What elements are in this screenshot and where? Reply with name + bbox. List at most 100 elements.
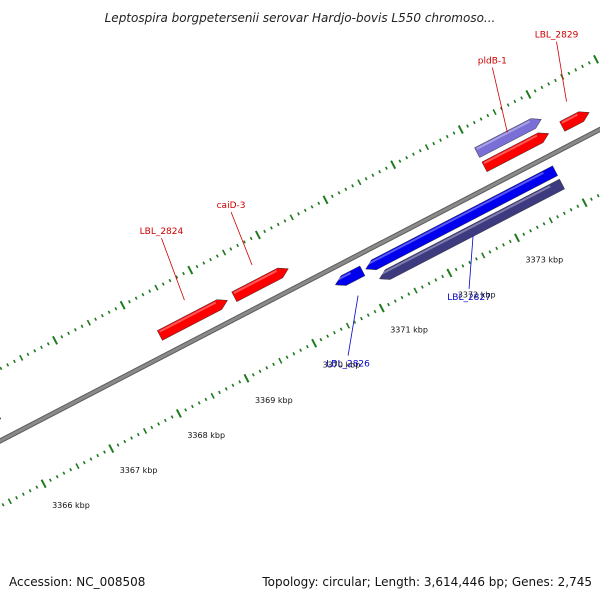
tick-mark (387, 302, 390, 307)
feature-LBL_2827[interactable] (379, 178, 565, 280)
tick-mark (292, 352, 296, 356)
tick-mark (400, 295, 404, 300)
tick-mark (364, 177, 368, 181)
tick-mark (357, 179, 362, 186)
feature-pldB-1[interactable] (481, 132, 550, 173)
tick-mark (215, 254, 219, 258)
tick-mark (123, 439, 127, 444)
tick-mark (204, 397, 208, 402)
scale-label: 3367 kbp (120, 466, 158, 475)
tick-mark (427, 281, 431, 286)
tick-mark (73, 328, 77, 332)
tick-mark (209, 257, 212, 262)
gene-label-caiD-3[interactable]: caiD-3 (217, 201, 246, 211)
tick-mark (142, 427, 148, 435)
tick-mark (195, 264, 199, 269)
tick-mark (67, 331, 70, 335)
tick-mark (413, 287, 418, 294)
feature-LBL_2829[interactable] (559, 111, 590, 132)
tick-mark (373, 309, 377, 314)
tick-mark (258, 369, 262, 374)
tick-mark (360, 316, 363, 321)
tick-mark (454, 267, 458, 272)
accession-text: Accession: NC_008508 (9, 575, 145, 589)
tick-mark (184, 408, 188, 412)
tick-mark (224, 387, 228, 391)
feature-LBL_2826[interactable] (334, 265, 366, 286)
tick-mark (554, 78, 557, 83)
gene-label-pldB-1[interactable]: pldB-1 (478, 56, 507, 66)
tick-mark (86, 319, 91, 326)
tick-mark (119, 300, 126, 310)
tick-mark (305, 345, 309, 349)
tick-mark (439, 138, 442, 142)
tick-mark (265, 366, 269, 370)
tick-mark (249, 236, 253, 241)
tick-mark (434, 278, 438, 282)
tick-mark (319, 338, 323, 342)
tick-mark (157, 422, 161, 426)
feature-highlight (476, 120, 531, 150)
tick-mark (150, 425, 154, 430)
tick-mark (272, 362, 275, 366)
tick-mark (378, 170, 382, 174)
tick-mark (187, 265, 194, 275)
tick-mark (542, 222, 546, 226)
tick-mark (7, 498, 12, 505)
tick-mark (446, 268, 453, 278)
tick-mark (345, 322, 351, 329)
tick-mark (69, 467, 73, 472)
leader-line (491, 67, 508, 133)
scale-label: 3373 kbp (525, 255, 563, 264)
tick-mark (299, 348, 303, 352)
tick-mark (62, 471, 66, 475)
tick-mark (488, 250, 492, 254)
tick-mark (116, 443, 120, 447)
feature-big-blue[interactable] (365, 165, 559, 270)
tick-mark (35, 485, 39, 489)
feature-red-left[interactable] (0, 417, 2, 452)
tick-mark (278, 357, 283, 364)
feature-highlight (159, 301, 217, 333)
tick-mark (344, 187, 348, 191)
tick-mark (231, 383, 235, 388)
tick-mark (283, 219, 287, 223)
tick-mark (242, 240, 246, 244)
tick-mark (593, 54, 599, 64)
tick-mark (520, 96, 524, 100)
tick-mark (191, 404, 194, 409)
leader-line (556, 41, 567, 102)
tick-mark (461, 264, 465, 268)
gene-label-LBL_2829[interactable]: LBL_2829 (535, 31, 579, 41)
tick-mark (330, 194, 334, 199)
gene-label-LBL_2824[interactable]: LBL_2824 (140, 227, 184, 237)
gene-label-LBL_2826[interactable]: LBL_2826 (326, 360, 370, 370)
scale-label: 3366 kbp (52, 501, 90, 510)
tick-mark (581, 64, 584, 69)
gene-label-LBL_2827[interactable]: LBL_2827 (447, 293, 491, 303)
tick-mark (337, 191, 341, 195)
tick-mark (175, 408, 182, 418)
tick-mark (522, 232, 526, 237)
tick-mark (405, 155, 409, 160)
tick-mark (393, 299, 397, 303)
tick-mark (40, 345, 43, 350)
tick-mark (163, 418, 167, 423)
tick-mark (514, 233, 520, 243)
tick-mark (481, 252, 486, 259)
tick-mark (574, 68, 578, 72)
feature-highlight (483, 134, 538, 164)
tick-mark (479, 117, 483, 121)
feature-pldB-1-band[interactable] (474, 118, 542, 158)
tick-mark (468, 260, 472, 265)
tick-mark (229, 247, 233, 251)
tick-mark (13, 359, 16, 364)
tick-mark (506, 103, 510, 107)
tick-mark (567, 71, 571, 76)
feature-caiD-3[interactable] (231, 267, 289, 303)
feature-highlight (561, 113, 578, 124)
feature-LBL_2824[interactable] (156, 299, 228, 341)
scale-label: 3370 kbp (323, 361, 361, 370)
leader-line (468, 235, 474, 289)
